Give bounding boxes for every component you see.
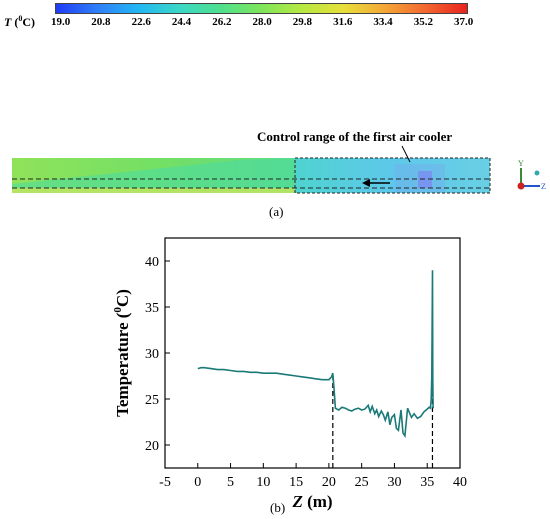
x-axis-ticks: -5 0 5 10 15 20 25 30 35 40 — [159, 463, 467, 490]
colorbar: T (0C) 19.0 20.8 22.6 24.4 26.2 28.0 29.8 31.6 3… — [0, 0, 550, 40]
annotation-label: Control range of the first air cooler — [257, 129, 453, 144]
series-line — [197, 270, 434, 439]
y-tick-label: 30 — [145, 347, 159, 362]
reference-lines — [332, 376, 434, 468]
x-tick-label: 35 — [420, 475, 434, 490]
colorbar-tick-label: 26.2 — [212, 16, 232, 28]
contour-bottom-band — [12, 188, 297, 193]
x-tick-label: 40 — [453, 475, 467, 490]
axis-z-label: Z — [541, 182, 546, 191]
colorbar-tick-label: 35.2 — [413, 16, 433, 28]
x-axis-title: Z (m) — [291, 492, 332, 511]
colorbar-tick-label: 22.6 — [131, 16, 151, 28]
axis-triad-icon: Y Z — [517, 159, 546, 191]
temperature-contour: Y Z — [12, 145, 546, 194]
x-tick-label: -5 — [159, 475, 171, 490]
colorbar-tick-label: 31.6 — [333, 16, 353, 28]
y-tick-label: 40 — [145, 255, 159, 270]
x-tick-label: 25 — [355, 475, 369, 490]
flow-arrow-head — [362, 179, 370, 187]
y-tick-label: 35 — [145, 301, 159, 316]
contour-cool-region — [395, 164, 445, 192]
x-tick-label: 5 — [227, 475, 234, 490]
y-axis-ticks: 20 25 30 35 40 — [145, 255, 170, 454]
axis-y-label: Y — [518, 159, 524, 168]
contour-diagonal-zone — [12, 158, 297, 193]
colorbar-gradient — [55, 3, 468, 14]
annotation-leader — [401, 145, 411, 163]
caption-b: (b) — [270, 500, 286, 515]
x-tick-label: 15 — [289, 475, 303, 490]
plot-frame — [164, 237, 461, 469]
colorbar-tick-label: 24.4 — [171, 16, 192, 28]
colorbar-tick-label: 33.4 — [373, 16, 393, 28]
x-tick-label: 10 — [256, 475, 270, 490]
colorbar-tick-label: 37.0 — [454, 16, 474, 28]
colorbar-tick-label: 19.0 — [51, 16, 71, 28]
colorbar-ticks: 19.0 20.8 22.6 24.4 26.2 28.0 29.8 31.6 33.4 35.2… — [0, 16, 550, 32]
colorbar-tick-label: 28.0 — [252, 16, 272, 28]
colorbar-tick-label: 29.8 — [292, 16, 313, 28]
x-tick-label: 0 — [194, 475, 201, 490]
temperature-line-chart: -5 0 5 10 15 20 25 30 35 40 20 25 30 35 40 Z (m) Temp… — [112, 237, 467, 511]
y-tick-label: 20 — [145, 439, 159, 454]
y-tick-label: 25 — [145, 393, 159, 408]
colorbar-title: T (0C) — [4, 14, 36, 29]
control-range-box — [294, 157, 491, 194]
y-axis-title: Temperature (0C) — [112, 289, 132, 417]
caption-a: (a) — [269, 204, 284, 219]
x-tick-label: 20 — [322, 475, 336, 490]
colorbar-tick-label: 20.8 — [91, 16, 111, 28]
contour-right-zone — [295, 158, 490, 193]
x-tick-label: 30 — [387, 475, 401, 490]
